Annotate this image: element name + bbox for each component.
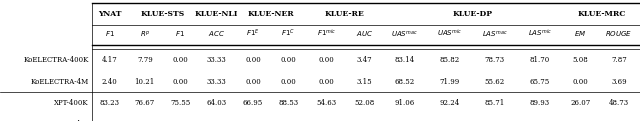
Text: 91.24: 91.24 xyxy=(277,120,300,121)
Text: 3.47: 3.47 xyxy=(356,57,372,64)
Text: $R^p$: $R^p$ xyxy=(140,29,150,39)
Text: 0.00: 0.00 xyxy=(319,78,334,86)
Text: 3.15: 3.15 xyxy=(356,78,372,86)
Text: 83.23: 83.23 xyxy=(99,99,120,107)
Text: 65.75: 65.75 xyxy=(530,78,550,86)
Text: $ACC$: $ACC$ xyxy=(208,29,225,38)
Text: 30.39: 30.39 xyxy=(570,120,591,121)
Text: 7.79: 7.79 xyxy=(137,57,153,64)
Text: $ROUGE$: $ROUGE$ xyxy=(605,29,632,38)
Text: KLUE-NER: KLUE-NER xyxy=(248,10,294,18)
Text: 92.24: 92.24 xyxy=(440,99,460,107)
Text: YNAT: YNAT xyxy=(98,10,121,18)
Text: 0.00: 0.00 xyxy=(572,78,588,86)
Text: 68.52: 68.52 xyxy=(394,78,415,86)
Text: 92.69: 92.69 xyxy=(529,120,551,121)
Text: $AUC$: $AUC$ xyxy=(356,29,373,38)
Text: $F1$: $F1$ xyxy=(175,29,185,38)
Text: KLUE-DP: KLUE-DP xyxy=(452,10,492,18)
Text: 33.33: 33.33 xyxy=(207,78,227,86)
Text: 94.61: 94.61 xyxy=(438,120,461,121)
Text: $LAS^{mic}$: $LAS^{mic}$ xyxy=(528,28,552,39)
Text: KLUE-STS: KLUE-STS xyxy=(140,10,184,18)
Text: 85.71: 85.71 xyxy=(484,99,505,107)
Text: 0.00: 0.00 xyxy=(172,78,188,86)
Text: 55.62: 55.62 xyxy=(484,78,505,86)
Text: 66.95: 66.95 xyxy=(243,99,263,107)
Text: XPT-400K: XPT-400K xyxy=(54,99,88,107)
Text: 7.87: 7.87 xyxy=(611,57,627,64)
Text: $UAS^{mic}$: $UAS^{mic}$ xyxy=(437,28,463,39)
Text: 5.08: 5.08 xyxy=(572,57,588,64)
Text: 0.00: 0.00 xyxy=(319,57,334,64)
Text: $F1^E$: $F1^E$ xyxy=(246,28,260,39)
Text: 81.70: 81.70 xyxy=(530,57,550,64)
Text: 52.08: 52.08 xyxy=(355,99,374,107)
Text: KoELECTRA-400K: KoELECTRA-400K xyxy=(23,57,88,64)
Text: KLUE-NLI: KLUE-NLI xyxy=(195,10,238,18)
Text: 71.99: 71.99 xyxy=(440,78,460,86)
Text: 83.14: 83.14 xyxy=(394,57,415,64)
Text: KLUE-RE: KLUE-RE xyxy=(324,10,364,18)
Text: 4.17: 4.17 xyxy=(102,57,117,64)
Text: 3.69: 3.69 xyxy=(611,78,627,86)
Text: KoELECTRA-4M: KoELECTRA-4M xyxy=(30,78,88,86)
Text: KLUE-MRC: KLUE-MRC xyxy=(577,10,625,18)
Text: $F1$: $F1$ xyxy=(104,29,115,38)
Text: 59.18: 59.18 xyxy=(608,120,630,121)
Text: 89.93: 89.93 xyxy=(530,99,550,107)
Text: 78.73: 78.73 xyxy=(484,57,505,64)
Text: 2.40: 2.40 xyxy=(102,78,117,86)
Text: 0.00: 0.00 xyxy=(245,57,261,64)
Text: $LAS^{mac}$: $LAS^{mac}$ xyxy=(482,29,508,39)
Text: 88.53: 88.53 xyxy=(278,99,298,107)
Text: 82.03: 82.03 xyxy=(205,120,228,121)
Text: 64.03: 64.03 xyxy=(207,99,227,107)
Text: $F1^C$: $F1^C$ xyxy=(282,28,296,39)
Text: 0.00: 0.00 xyxy=(245,78,261,86)
Text: 91.06: 91.06 xyxy=(394,99,415,107)
Text: 90.30: 90.30 xyxy=(169,120,191,121)
Text: 10.21: 10.21 xyxy=(134,78,155,86)
Text: 86.53: 86.53 xyxy=(99,120,120,121)
Text: 75.55: 75.55 xyxy=(170,99,190,107)
Text: 33.33: 33.33 xyxy=(207,57,227,64)
Text: 84.23: 84.23 xyxy=(134,120,156,121)
Text: 48.73: 48.73 xyxy=(609,99,629,107)
Text: 0.00: 0.00 xyxy=(280,78,296,86)
Text: 87.54: 87.54 xyxy=(484,120,506,121)
Text: $EM$: $EM$ xyxy=(574,29,586,38)
Text: 26.07: 26.07 xyxy=(570,99,590,107)
Text: 0.00: 0.00 xyxy=(280,57,296,64)
Text: 72.56: 72.56 xyxy=(353,120,376,121)
Text: 93.78: 93.78 xyxy=(394,120,415,121)
Text: 85.82: 85.82 xyxy=(440,57,460,64)
Text: 67.31: 67.31 xyxy=(316,120,337,121)
Text: 76.67: 76.67 xyxy=(134,99,155,107)
Text: $F1^{mic}$: $F1^{mic}$ xyxy=(317,28,336,39)
Text: 0.00: 0.00 xyxy=(172,57,188,64)
Text: 70.42: 70.42 xyxy=(242,120,264,121)
Text: 54.63: 54.63 xyxy=(316,99,337,107)
Text: XPT-4M: XPT-4M xyxy=(61,120,88,121)
Text: $UAS^{mac}$: $UAS^{mac}$ xyxy=(391,29,418,39)
